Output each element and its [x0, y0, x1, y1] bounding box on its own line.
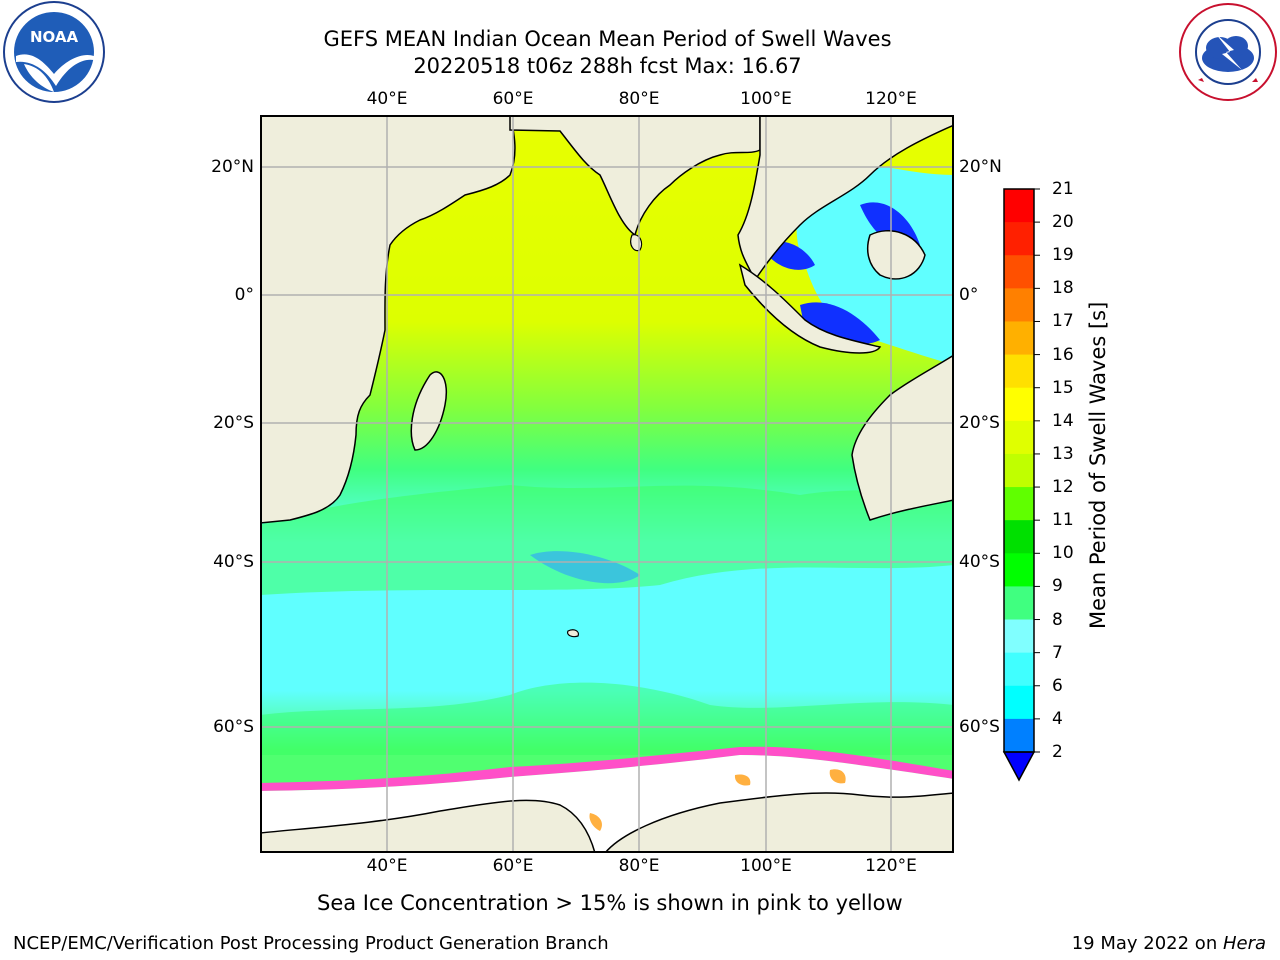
ice-orange-patch-1: [589, 813, 602, 831]
colorbar-tick-label: 20: [1052, 212, 1074, 233]
colorbar-segment: [1004, 420, 1034, 455]
colorbar-segment: [1004, 652, 1034, 687]
colorbar-tick-label: 7: [1052, 642, 1063, 663]
colorbar-segment: [1004, 718, 1034, 753]
colorbar-segment: [1004, 255, 1034, 289]
colorbar-label: Mean Period of Swell Waves [s]: [1086, 301, 1110, 629]
lon-tick-top-100e: 100°E: [740, 89, 792, 109]
colorbar-segment: [1004, 321, 1034, 356]
lon-tick-bottom-80e: 80°E: [618, 856, 660, 876]
colorbar-segment: [1004, 487, 1034, 521]
colorbar-tick-label: 9: [1052, 576, 1063, 597]
lon-tick-top-40e: 40°E: [366, 89, 408, 109]
africa-land: [259, 114, 516, 524]
colorbar-frame: [1003, 188, 1035, 753]
lon-tick-top-80e: 80°E: [618, 89, 660, 109]
colorbar-segment: [1004, 685, 1034, 720]
colorbar-tick-label: 12: [1052, 477, 1074, 498]
sea-ice-footnote: Sea Ice Concentration > 15% is shown in …: [317, 891, 903, 915]
colorbar-tick-label: 18: [1052, 278, 1074, 299]
sri-lanka-land: [630, 234, 643, 252]
nws-logo: [1176, 0, 1280, 104]
lat-tick-right-60s: 60°S: [959, 717, 1000, 737]
footer-date: 19 May 2022 on Hera: [1072, 933, 1266, 954]
colorbar-tick-label: 16: [1052, 344, 1074, 365]
lon-tick-bottom-60e: 60°E: [492, 856, 534, 876]
colorbar-tick-label: 6: [1052, 675, 1063, 696]
colorbar-ticks: 2 4 6 7 8 9 10 11 12 13 14 15 16 17 18 19 20 21: [1052, 0, 1092, 960]
lat-tick-right-20n: 20°N: [959, 157, 1002, 177]
lat-tick-left-20n: 20°N: [211, 157, 254, 177]
colorbar-underflow-arrow: [1002, 751, 1036, 782]
footer-credit: NCEP/EMC/Verification Post Processing Pr…: [13, 933, 609, 954]
colorbar-segment: [1004, 387, 1034, 422]
sea-ice-edge: [260, 746, 954, 791]
low-period-patch: [530, 551, 640, 584]
lon-tick-bottom-40e: 40°E: [366, 856, 408, 876]
lat-tick-left-0: 0°: [234, 285, 254, 305]
india-land: [509, 114, 761, 237]
map-title: GEFS MEAN Indian Ocean Mean Period of Sw…: [323, 27, 892, 51]
colorbar-tick-label: 19: [1052, 245, 1074, 266]
australia-land: [851, 353, 955, 521]
lat-tick-right-0: 0°: [959, 285, 979, 305]
colorbar-tick-label: 11: [1052, 510, 1074, 531]
colorbar-tick-label: 10: [1052, 543, 1074, 564]
noaa-logo-text: NOAA: [30, 28, 79, 46]
swell-band-green: [260, 485, 954, 595]
colorbar-segment: [1004, 453, 1034, 488]
antarctica-land-east: [603, 792, 955, 854]
swell-band-south: [260, 682, 954, 755]
ice-orange-patch-3: [829, 769, 846, 784]
lat-tick-left-60s: 60°S: [213, 717, 254, 737]
lon-tick-bottom-100e: 100°E: [740, 856, 792, 876]
colorbar-segment: [1004, 222, 1034, 256]
footer-date-text: 19 May 2022 on: [1071, 933, 1223, 954]
colorbar-segment: [1004, 354, 1034, 389]
graticule: [260, 115, 954, 853]
colorbar-tick-label: 8: [1052, 609, 1063, 630]
footer-machine: Hera: [1222, 933, 1266, 954]
colorbar-segment: [1004, 189, 1034, 223]
map-subtitle: 20220518 t06z 288h fcst Max: 16.67: [413, 54, 802, 78]
colorbar-segment: [1004, 586, 1034, 621]
antarctica-land-west: [259, 799, 596, 854]
lat-tick-left-40s: 40°S: [213, 552, 254, 572]
kerguelen-land: [567, 629, 579, 638]
colorbar-segment: [1004, 520, 1034, 554]
lon-tick-top-60e: 60°E: [492, 89, 534, 109]
colorbar-tick-label: 15: [1052, 377, 1074, 398]
colorbar-tick-label: 14: [1052, 410, 1074, 431]
noaa-logo: NOAA: [2, 0, 106, 104]
colorbar-tick-label: 17: [1052, 311, 1074, 332]
lon-tick-top-120e: 120°E: [865, 89, 917, 109]
colorbar-tick-label: 4: [1052, 708, 1063, 729]
map-plot: [259, 114, 955, 854]
map-panel: [259, 114, 955, 854]
colorbar-segment: [1004, 288, 1034, 322]
colorbar-tick-label: 2: [1052, 742, 1063, 762]
madagascar-land: [410, 371, 447, 451]
colorbar-graphic: [1002, 188, 1040, 782]
sumatra-java-land: [738, 263, 882, 354]
colorbar-tick-label: 21: [1052, 179, 1074, 199]
colorbar-tick-label: 13: [1052, 443, 1074, 464]
lat-tick-left-20s: 20°S: [213, 413, 254, 433]
map-frame: [260, 115, 954, 853]
ice-orange-patch-2: [734, 774, 751, 786]
colorbar-segment: [1004, 619, 1034, 654]
lat-tick-right-20s: 20°S: [959, 413, 1000, 433]
colorbar: [1000, 187, 1040, 787]
colorbar-segment: [1004, 553, 1034, 587]
lon-tick-bottom-120e: 120°E: [865, 856, 917, 876]
borneo-land: [867, 230, 926, 280]
lat-tick-right-40s: 40°S: [959, 552, 1000, 572]
